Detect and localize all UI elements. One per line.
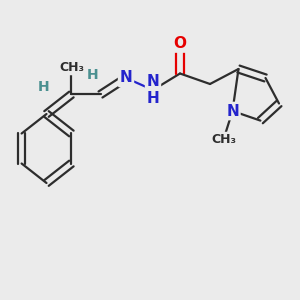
Text: N: N <box>120 70 132 86</box>
Text: N
H: N H <box>147 74 159 106</box>
Text: CH₃: CH₃ <box>211 133 236 146</box>
Text: N: N <box>226 103 239 118</box>
Text: CH₃: CH₃ <box>59 61 84 74</box>
Text: H: H <box>87 68 99 82</box>
Text: O: O <box>173 36 187 51</box>
Text: H: H <box>38 80 49 94</box>
